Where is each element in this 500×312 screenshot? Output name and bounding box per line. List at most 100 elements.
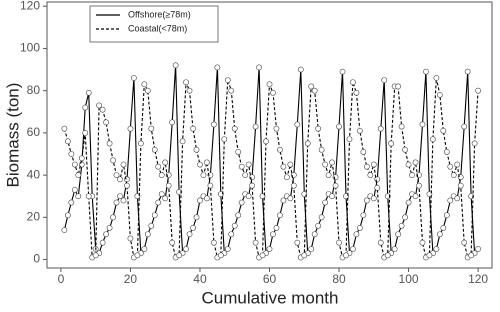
data-point	[110, 214, 116, 221]
data-point	[395, 231, 402, 238]
data-point	[193, 146, 200, 153]
data-point	[391, 246, 398, 252]
data-point	[294, 239, 301, 246]
data-point	[141, 81, 148, 88]
data-point	[277, 146, 283, 153]
data-point	[242, 172, 249, 179]
data-point	[197, 197, 203, 204]
data-point	[259, 252, 266, 259]
data-point	[238, 163, 245, 170]
data-point	[134, 193, 141, 200]
data-point	[363, 197, 370, 204]
x-tick-label: 0	[58, 272, 65, 286]
y-tick-label: 60	[27, 125, 41, 139]
data-point	[339, 68, 346, 75]
data-point	[214, 64, 221, 71]
data-point	[99, 106, 106, 113]
data-point	[144, 87, 151, 94]
legend-label: Coastal(<78m)	[128, 23, 187, 33]
data-point	[64, 138, 71, 145]
data-point	[197, 161, 203, 168]
data-point	[426, 252, 433, 259]
data-point	[71, 161, 78, 168]
data-point	[294, 121, 301, 128]
data-point	[280, 197, 287, 204]
data-point	[370, 195, 377, 202]
data-point	[395, 83, 402, 90]
data-point	[405, 199, 412, 206]
data-point	[217, 252, 224, 259]
data-point	[419, 239, 426, 246]
data-point	[440, 127, 447, 134]
data-point	[346, 136, 353, 143]
series-line	[63, 77, 479, 259]
data-point	[266, 81, 273, 88]
data-point	[277, 212, 283, 219]
data-point	[85, 193, 92, 200]
data-point	[96, 102, 103, 109]
data-point	[447, 163, 454, 170]
data-point	[287, 161, 294, 168]
y-tick-label: 100	[20, 41, 40, 55]
data-point	[224, 77, 231, 84]
data-point	[388, 140, 395, 147]
data-point	[61, 227, 68, 233]
data-point	[377, 125, 384, 132]
data-point	[144, 231, 151, 238]
data-point	[186, 87, 193, 94]
data-point	[158, 172, 165, 179]
data-point	[419, 121, 426, 128]
data-point	[134, 252, 141, 259]
data-point	[443, 148, 450, 155]
data-point	[308, 246, 315, 252]
data-point	[127, 125, 134, 132]
data-point	[162, 159, 169, 166]
data-point	[423, 68, 429, 75]
data-point	[224, 246, 231, 252]
data-point	[169, 239, 176, 246]
data-point	[436, 91, 443, 98]
data-point	[350, 79, 356, 86]
data-point	[311, 87, 318, 94]
data-point	[273, 125, 280, 132]
data-point	[131, 75, 137, 81]
data-point	[68, 199, 75, 206]
data-point	[381, 77, 388, 84]
data-point	[179, 138, 186, 145]
data-point	[252, 123, 259, 130]
data-point	[471, 140, 478, 147]
data-point	[235, 148, 242, 155]
data-point	[377, 239, 384, 246]
data-point	[315, 222, 322, 229]
data-point	[336, 239, 342, 246]
data-point	[75, 172, 82, 179]
data-point	[429, 136, 436, 143]
data-point	[249, 182, 256, 189]
data-point	[151, 146, 158, 153]
data-point	[398, 123, 405, 130]
data-point	[461, 123, 468, 130]
data-point	[308, 83, 315, 90]
data-point	[141, 246, 148, 252]
data-point	[137, 140, 144, 147]
data-point	[370, 161, 377, 168]
data-point	[325, 172, 332, 179]
data-point	[228, 87, 235, 94]
x-tick-label: 40	[193, 272, 207, 286]
data-point	[200, 172, 207, 179]
data-point	[402, 146, 408, 153]
data-point	[155, 199, 162, 206]
data-point	[329, 193, 335, 200]
data-point	[64, 212, 71, 219]
data-point	[464, 68, 471, 75]
data-point	[245, 193, 252, 200]
data-point	[266, 246, 273, 252]
data-point	[158, 191, 165, 198]
data-point	[71, 186, 78, 193]
data-point	[416, 182, 422, 189]
data-point	[210, 121, 217, 128]
data-point	[92, 252, 99, 259]
data-point	[356, 224, 363, 231]
data-point	[78, 155, 85, 162]
